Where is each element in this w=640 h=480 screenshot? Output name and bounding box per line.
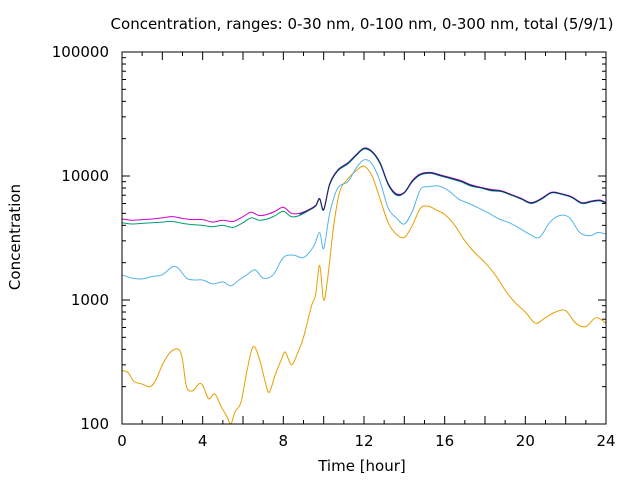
series-line-4 [121, 147, 607, 223]
y-tick-label: 1000 [71, 291, 109, 309]
series-line-5 [299, 147, 607, 215]
plot-frame [121, 51, 607, 425]
x-tick-label: 0 [117, 432, 127, 450]
chart-title: Concentration, ranges: 0-30 nm, 0-100 nm… [111, 15, 614, 33]
y-tick-label: 100000 [52, 43, 109, 61]
series-group [121, 147, 607, 425]
y-tick-label: 10000 [61, 167, 109, 185]
x-axis-label: Time [hour] [317, 457, 406, 475]
y-axis-label: Concentration [6, 184, 24, 290]
y-tick-label: 100 [80, 415, 109, 433]
x-tick-label: 24 [596, 432, 615, 450]
x-tick-label: 16 [435, 432, 454, 450]
axis-ticks: 0 4 8 12 16 20 24 100 1000 10000 100000 [52, 43, 616, 450]
x-tick-label: 12 [354, 432, 373, 450]
x-tick-label: 8 [279, 432, 289, 450]
series-line-3 [121, 148, 607, 228]
series-line-2 [121, 159, 607, 287]
x-tick-label: 4 [198, 432, 208, 450]
x-tick-label: 20 [516, 432, 535, 450]
series-line-1 [121, 165, 607, 425]
